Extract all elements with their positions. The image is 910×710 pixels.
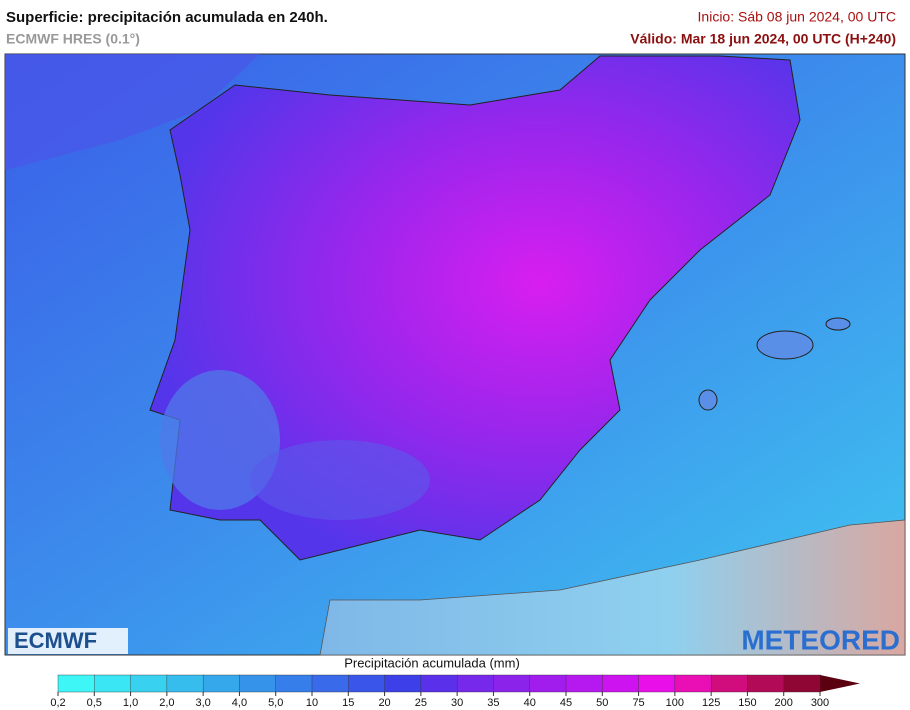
color-step xyxy=(638,674,676,693)
colorbar-arrow xyxy=(820,675,860,692)
africa xyxy=(319,519,906,656)
color-step xyxy=(130,674,168,693)
tick-label: 2,0 xyxy=(159,697,174,709)
tick-label: 25 xyxy=(415,697,427,709)
color-step xyxy=(94,674,132,693)
color-step xyxy=(710,674,749,693)
tick-label: 15 xyxy=(342,697,354,709)
tick-label: 100 xyxy=(666,697,684,709)
andalusia xyxy=(250,440,430,520)
valid-time: Válido: Mar 18 jun 2024, 00 UTC (H+240) xyxy=(630,31,896,47)
tick-label: 45 xyxy=(560,697,572,709)
ecmwf-logo: ECMWF xyxy=(14,628,97,653)
tick-label: 50 xyxy=(596,697,608,709)
ecmwf-logo-bg xyxy=(8,628,128,654)
tick-label: 35 xyxy=(487,697,499,709)
color-step xyxy=(348,674,386,693)
color-step xyxy=(493,674,531,693)
color-step xyxy=(420,674,458,693)
colorbar: 0,2 0,5 1,0 2,0 3,0 4,0 5,0 10 15 20 25 30 35 40 45 50 7… xyxy=(50,674,860,709)
tick-label: 1,0 xyxy=(123,697,138,709)
meteored-logo: METEORED xyxy=(741,624,900,655)
color-step xyxy=(456,674,495,693)
color-step xyxy=(674,674,712,693)
tick-label: 3,0 xyxy=(195,697,210,709)
color-step xyxy=(783,674,821,693)
tick-label: 0,5 xyxy=(87,697,102,709)
color-step xyxy=(57,674,95,693)
tick-label: 125 xyxy=(702,697,720,709)
tick-label: 10 xyxy=(306,697,318,709)
tick-label: 200 xyxy=(775,697,793,709)
color-step xyxy=(166,674,204,693)
portugal-south xyxy=(160,370,280,510)
tick-label: 0,2 xyxy=(50,697,65,709)
title: Superficie: precipitación acumulada en 2… xyxy=(6,9,328,26)
tick-label: 150 xyxy=(738,697,756,709)
color-step xyxy=(565,674,603,693)
tick-label: 30 xyxy=(451,697,463,709)
map: ECMWF METEORED xyxy=(4,53,906,656)
legend-title: Precipitación acumulada (mm) xyxy=(344,655,520,670)
color-step xyxy=(384,674,422,693)
color-step xyxy=(529,674,567,693)
tick-label: 40 xyxy=(524,697,536,709)
tick-label: 300 xyxy=(811,697,829,709)
init-time: Inicio: Sáb 08 jun 2024, 00 UTC xyxy=(698,9,896,25)
color-step xyxy=(311,674,349,693)
subtitle: ECMWF HRES (0.1°) xyxy=(6,31,140,47)
atlantic-rain xyxy=(5,54,260,170)
tick-label: 75 xyxy=(632,697,644,709)
tick-label: 20 xyxy=(378,697,390,709)
mallorca xyxy=(756,330,814,360)
color-step xyxy=(602,674,640,693)
ibiza xyxy=(698,389,718,411)
tick-label: 5,0 xyxy=(268,697,283,709)
color-step xyxy=(239,674,277,693)
color-step xyxy=(747,674,785,693)
color-step xyxy=(202,674,241,693)
color-step xyxy=(275,674,313,693)
menorca xyxy=(825,317,851,331)
tick-label: 4,0 xyxy=(232,697,247,709)
